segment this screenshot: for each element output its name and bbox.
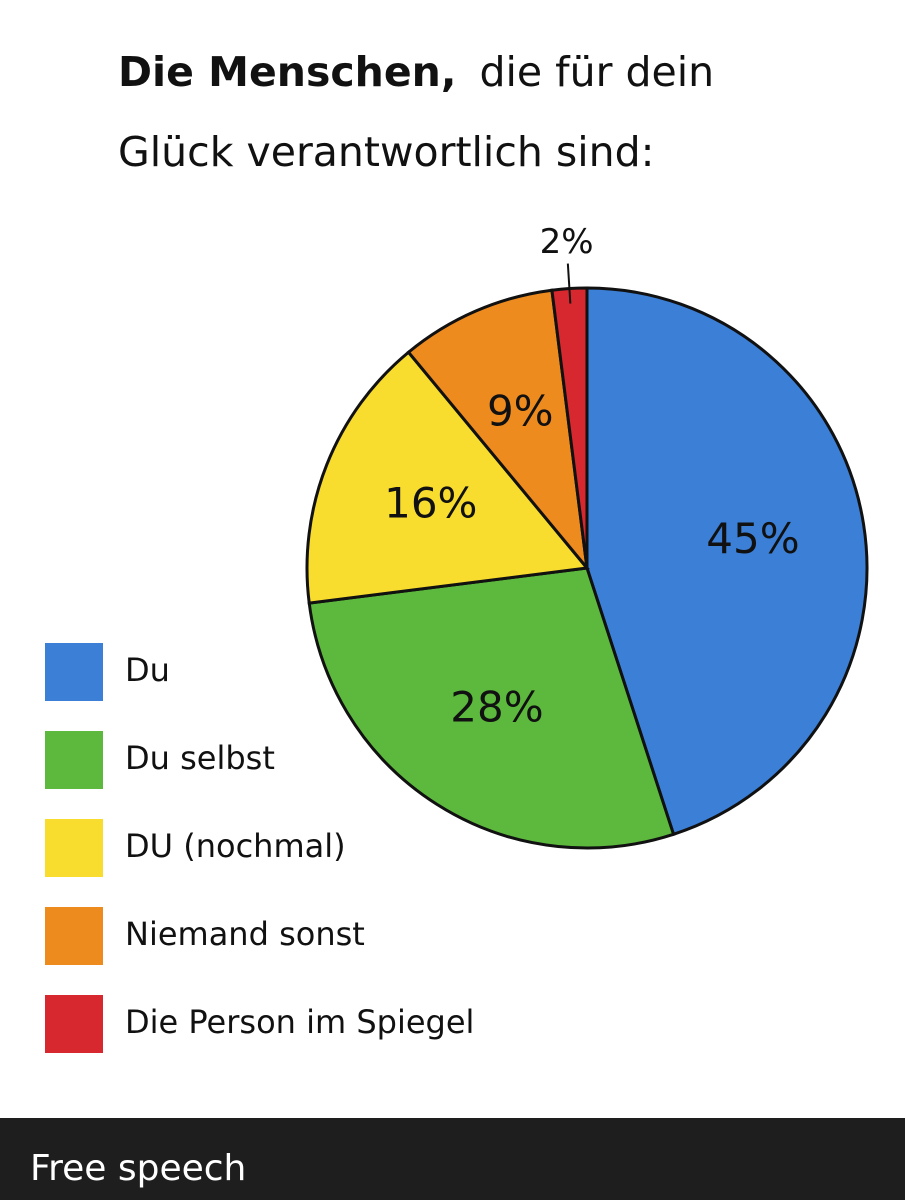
- data-label: 45%: [706, 514, 799, 563]
- legend-label: Du selbst: [125, 739, 275, 777]
- legend-label: Niemand sonst: [125, 915, 365, 953]
- legend-label: Du: [125, 651, 170, 689]
- title-bold: Die Menschen,: [118, 48, 456, 96]
- caption: Free speech: [30, 1148, 246, 1189]
- pie: 45% 28% 16%9% 2%: [305, 222, 869, 850]
- legend-swatch: [45, 731, 103, 789]
- pie-slice: [305, 350, 590, 605]
- legend: Du Du selbst DU (nochmal) Niemand sonst Die …: [45, 643, 474, 1053]
- chart-title: Die Menschen, die für dein: [118, 48, 714, 96]
- label-leader: [566, 263, 572, 304]
- data-label: 9%: [487, 386, 554, 435]
- caption-bar: [0, 1118, 905, 1200]
- legend-label: DU (nochmal): [125, 827, 346, 865]
- pie-slice: [307, 566, 676, 850]
- pie-slice: [585, 286, 869, 837]
- legend-swatch: [45, 995, 103, 1053]
- data-label: 16%: [384, 479, 477, 528]
- data-label: 28%: [450, 682, 543, 731]
- legend-label: Die Person im Spiegel: [125, 1003, 474, 1041]
- data-label: 2%: [540, 222, 594, 262]
- chart-title: Glück verantwortlich sind:: [118, 128, 654, 176]
- legend-swatch: [45, 643, 103, 701]
- title-line: die für dein: [479, 48, 714, 96]
- pie-slice: [406, 288, 590, 573]
- legend-swatch: [45, 907, 103, 965]
- legend-swatch: [45, 819, 103, 877]
